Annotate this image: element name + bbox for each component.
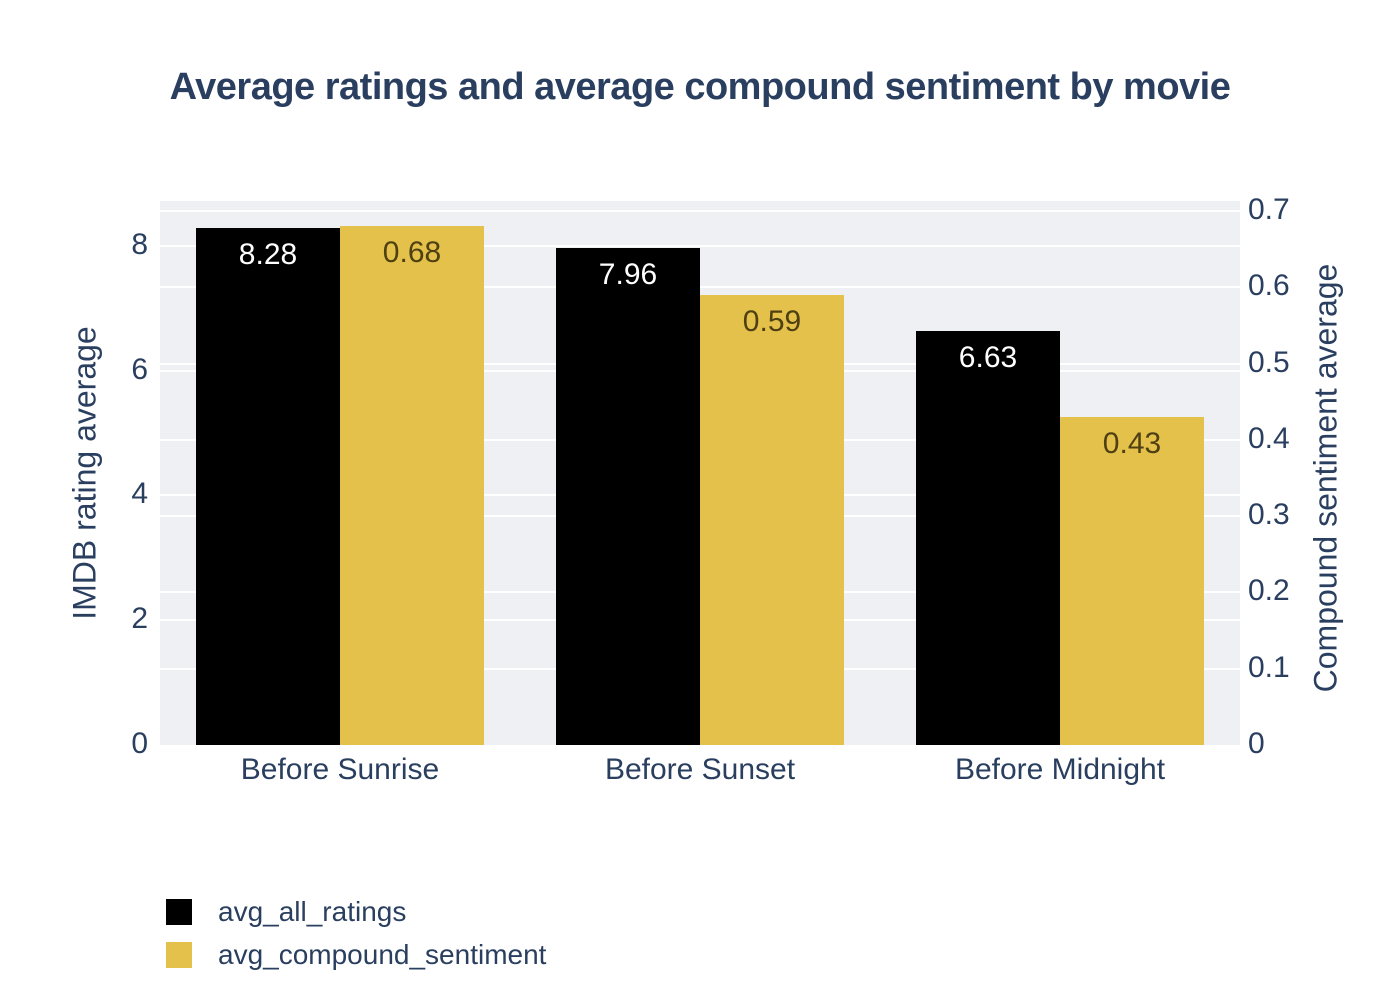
bar-avg_all_ratings-1[interactable]: [556, 248, 700, 745]
left-tick-label: 8: [131, 227, 148, 261]
bar-value-label: 6.63: [958, 341, 1018, 375]
right-tick-label: 0.1: [1248, 650, 1290, 684]
legend-item-avg-all-ratings[interactable]: avg_all_ratings: [166, 896, 546, 928]
x-category-label-2: Before Midnight: [954, 753, 1166, 786]
legend: avg_all_ratings avg_compound_sentiment: [166, 896, 546, 982]
left-tick-label: 6: [131, 352, 148, 386]
bar-avg_compound_sentiment-2[interactable]: [1060, 416, 1204, 745]
right-tick-label: 0.5: [1248, 345, 1290, 379]
right-tick-label: 0.2: [1248, 574, 1290, 608]
bar-value-label: 0.43: [1102, 426, 1162, 460]
right-tick-label: 0.6: [1248, 269, 1290, 303]
bar-avg_compound_sentiment-1[interactable]: [700, 294, 844, 745]
right-gridline: [160, 286, 1240, 289]
bar-value-label: 0.68: [382, 236, 442, 270]
legend-item-avg-compound-sentiment[interactable]: avg_compound_sentiment: [166, 939, 546, 971]
right-tick-label: 0.4: [1248, 421, 1290, 455]
right-tick-label: 0: [1248, 727, 1265, 760]
right-gridline: [160, 209, 1240, 212]
legend-swatch-yellow: [166, 942, 192, 968]
left-tick-label: 4: [131, 477, 148, 511]
left-tick-label: 2: [131, 602, 148, 636]
bar-value-label: 0.59: [742, 304, 802, 338]
right-axis-title: Compound sentiment average: [1307, 263, 1344, 693]
bar-value-label: 8.28: [238, 238, 298, 272]
bar-value-label: 7.96: [598, 258, 658, 292]
legend-swatch-black: [166, 899, 192, 925]
chart-title: Average ratings and average compound sen…: [169, 66, 1231, 108]
bar-avg_all_ratings-0[interactable]: [196, 228, 340, 745]
x-category-label-1: Before Sunset: [604, 753, 796, 786]
legend-label: avg_all_ratings: [218, 896, 407, 927]
x-category-label-0: Before Sunrise: [240, 753, 440, 786]
legend-label: avg_compound_sentiment: [218, 939, 547, 970]
right-tick-label: 0.3: [1248, 498, 1290, 532]
plot-area[interactable]: 8.28 7.96 6.63 0.68 0.59 0.43: [160, 201, 1240, 745]
right-tick-label: 0.7: [1248, 192, 1290, 226]
bar-avg_all_ratings-2[interactable]: [916, 331, 1060, 745]
left-gridline: [160, 244, 1240, 247]
bar-avg_compound_sentiment-0[interactable]: [340, 226, 484, 745]
left-tick-label: 0: [131, 727, 148, 760]
